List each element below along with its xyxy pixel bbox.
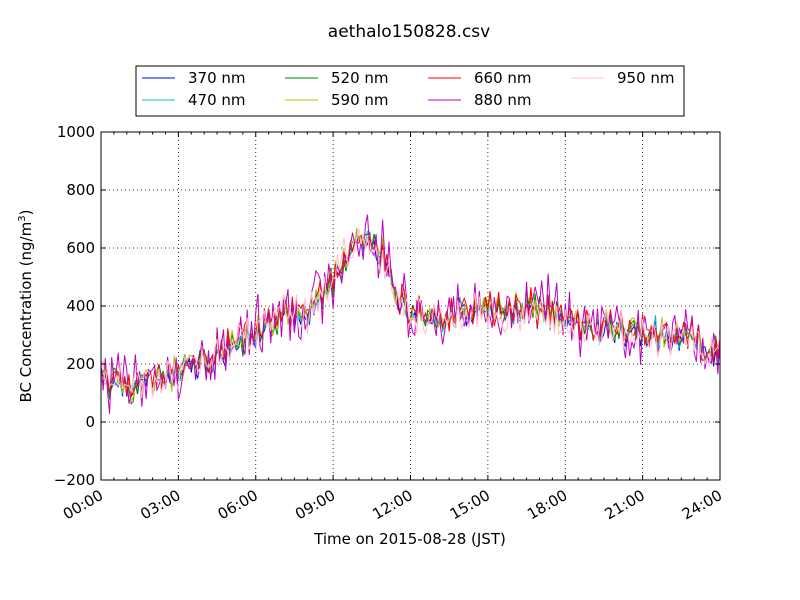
legend-label: 370 nm	[188, 69, 246, 87]
series-lines	[101, 214, 720, 414]
x-tick-label: 18:00	[524, 486, 570, 523]
y-axis-label-close: )	[17, 210, 35, 216]
series-line-950-nm	[101, 228, 720, 398]
chart-title: aethalo150828.csv	[328, 22, 490, 42]
y-axis-label: BC Concentration (ng/m3)	[17, 210, 35, 403]
x-axis-label: Time on 2015-08-28 (JST)	[313, 530, 506, 548]
legend-label: 470 nm	[188, 91, 246, 109]
x-tick-label: 00:00	[60, 486, 106, 523]
legend-label: 520 nm	[331, 69, 389, 87]
y-tick-label: −200	[54, 471, 95, 489]
y-tick-label: 800	[66, 181, 95, 199]
y-tick-label: 600	[66, 239, 95, 257]
legend-label: 660 nm	[474, 69, 532, 87]
y-tick-label: 400	[66, 297, 95, 315]
legend-frame	[135, 65, 685, 117]
x-tick-label: 15:00	[447, 486, 493, 523]
y-tick-label: 200	[66, 355, 95, 373]
legend: 370 nm 470 nm 520 nm 590 nm 660 nm 880 nm 950 …	[135, 65, 685, 117]
x-tick-label: 12:00	[369, 486, 415, 523]
y-tick-label: 1000	[57, 123, 95, 141]
y-axis-label-main: BC Concentration (ng/m	[17, 222, 35, 403]
series-line-660-nm	[101, 233, 720, 398]
x-tick-label: 03:00	[137, 486, 183, 523]
legend-label: 590 nm	[331, 91, 389, 109]
x-tick-label: 09:00	[292, 486, 338, 523]
legend-label: 950 nm	[617, 69, 675, 87]
x-tick-label: 21:00	[601, 486, 647, 523]
legend-label: 880 nm	[474, 91, 532, 109]
y-axis-label-sup: 3	[17, 215, 28, 221]
y-tick-label: 0	[85, 413, 95, 431]
x-tick-label: 06:00	[215, 486, 261, 523]
x-tick-label: 24:00	[679, 486, 725, 523]
